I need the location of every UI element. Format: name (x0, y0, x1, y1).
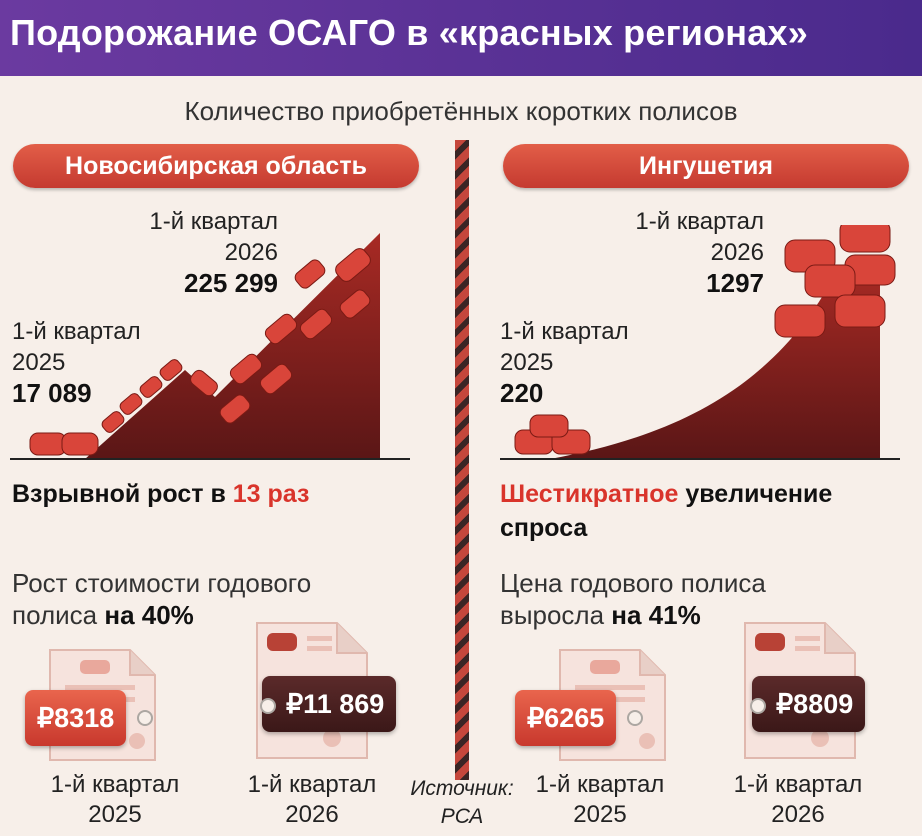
caption-2026-right: 1-й квартал 2026 (718, 770, 878, 830)
growth-area (85, 233, 380, 459)
q-label-year: 2026 (224, 239, 278, 266)
q2025-value-left: 17 089 (12, 378, 92, 408)
striped-divider (455, 140, 469, 780)
caption-year: 2026 (771, 801, 825, 828)
source-note: Источник: РСА (403, 775, 521, 831)
price-value: ₽8809 (776, 689, 854, 719)
price-text-line: Рост стоимости годового (12, 568, 312, 598)
price-value: ₽6265 (527, 703, 605, 733)
headline-accent: Шестикратное (500, 480, 679, 508)
source-label: Источник: (410, 777, 514, 800)
headline-left: Взрывной рост в 13 раз (12, 477, 309, 511)
price-text-line: выросла (500, 600, 612, 630)
q-label-line: 1-й квартал (149, 208, 278, 235)
price-text-line: полиса (12, 600, 105, 630)
caption-year: 2026 (285, 801, 339, 828)
price-percent: на 40% (104, 600, 194, 630)
q-label-year: 2025 (500, 349, 554, 376)
q2025-label-right: 1-й квартал 2025 (500, 316, 629, 378)
price-value: ₽8318 (37, 703, 115, 733)
price-tag-2026-right: ₽8809 (750, 676, 866, 732)
tag-hole-icon (137, 710, 153, 726)
headline-text: Взрывной рост в (12, 480, 233, 508)
page-title: Подорожание ОСАГО в «красных регионах» (10, 12, 808, 53)
caption-year: 2025 (88, 801, 142, 828)
price-growth-text-left: Рост стоимости годового полиса на 40% (12, 567, 311, 631)
region-pill-ingushetia: Ингушетия (503, 144, 909, 188)
cars-icon (514, 225, 896, 455)
caption-2025-left: 1-й квартал 2025 (35, 770, 195, 830)
headline-accent: 13 раз (232, 480, 310, 508)
q2026-value-right: 1297 (706, 268, 764, 298)
price-growth-text-right: Цена годового полиса выросла на 41% (500, 567, 766, 631)
q-label-line: 1-й квартал (635, 208, 764, 235)
tag-hole-icon (750, 698, 766, 714)
q-label-year: 2026 (710, 239, 764, 266)
growth-chart-ingushetia (500, 225, 900, 460)
caption-2025-right: 1-й квартал 2025 (520, 770, 680, 830)
price-percent: на 41% (611, 600, 701, 630)
header-banner: Подорожание ОСАГО в «красных регионах» (0, 0, 922, 76)
q2025-value-right: 220 (500, 378, 544, 408)
q2025-label-left: 1-й квартал 2025 (12, 316, 141, 378)
growth-area (550, 265, 880, 459)
caption-line: 1-й квартал (50, 771, 180, 798)
q2026-label-left: 1-й квартал 2026 (134, 206, 278, 268)
source-value: РСА (440, 805, 484, 828)
tag-hole-icon (260, 698, 276, 714)
q-label-line: 1-й квартал (12, 318, 141, 345)
q2026-value-left: 225 299 (184, 268, 278, 298)
q-label-line: 1-й квартал (500, 318, 629, 345)
caption-line: 1-й квартал (247, 771, 377, 798)
price-value: ₽11 869 (286, 689, 385, 719)
price-tag-2025-left: ₽8318 (25, 690, 153, 746)
cars-icon (29, 248, 371, 456)
caption-year: 2025 (573, 801, 627, 828)
headline-text: спроса (500, 514, 588, 542)
caption-2026-left: 1-й квартал 2026 (232, 770, 392, 830)
price-tag-2026-left: ₽11 869 (260, 676, 397, 732)
headline-text: увеличение (678, 480, 833, 508)
subtitle: Количество приобретённых коротких полисо… (184, 96, 738, 126)
caption-line: 1-й квартал (535, 771, 665, 798)
caption-line: 1-й квартал (733, 771, 863, 798)
tag-hole-icon (627, 710, 643, 726)
headline-right: Шестикратное увеличение спроса (500, 477, 832, 545)
price-tag-2025-right: ₽6265 (515, 690, 643, 746)
q2026-label-right: 1-й квартал 2026 (620, 206, 764, 268)
region-pill-novosibirsk: Новосибирская область (13, 144, 419, 188)
price-text-line: Цена годового полиса (500, 568, 766, 598)
growth-chart-novosibirsk (10, 233, 410, 460)
q-label-year: 2025 (12, 349, 66, 376)
